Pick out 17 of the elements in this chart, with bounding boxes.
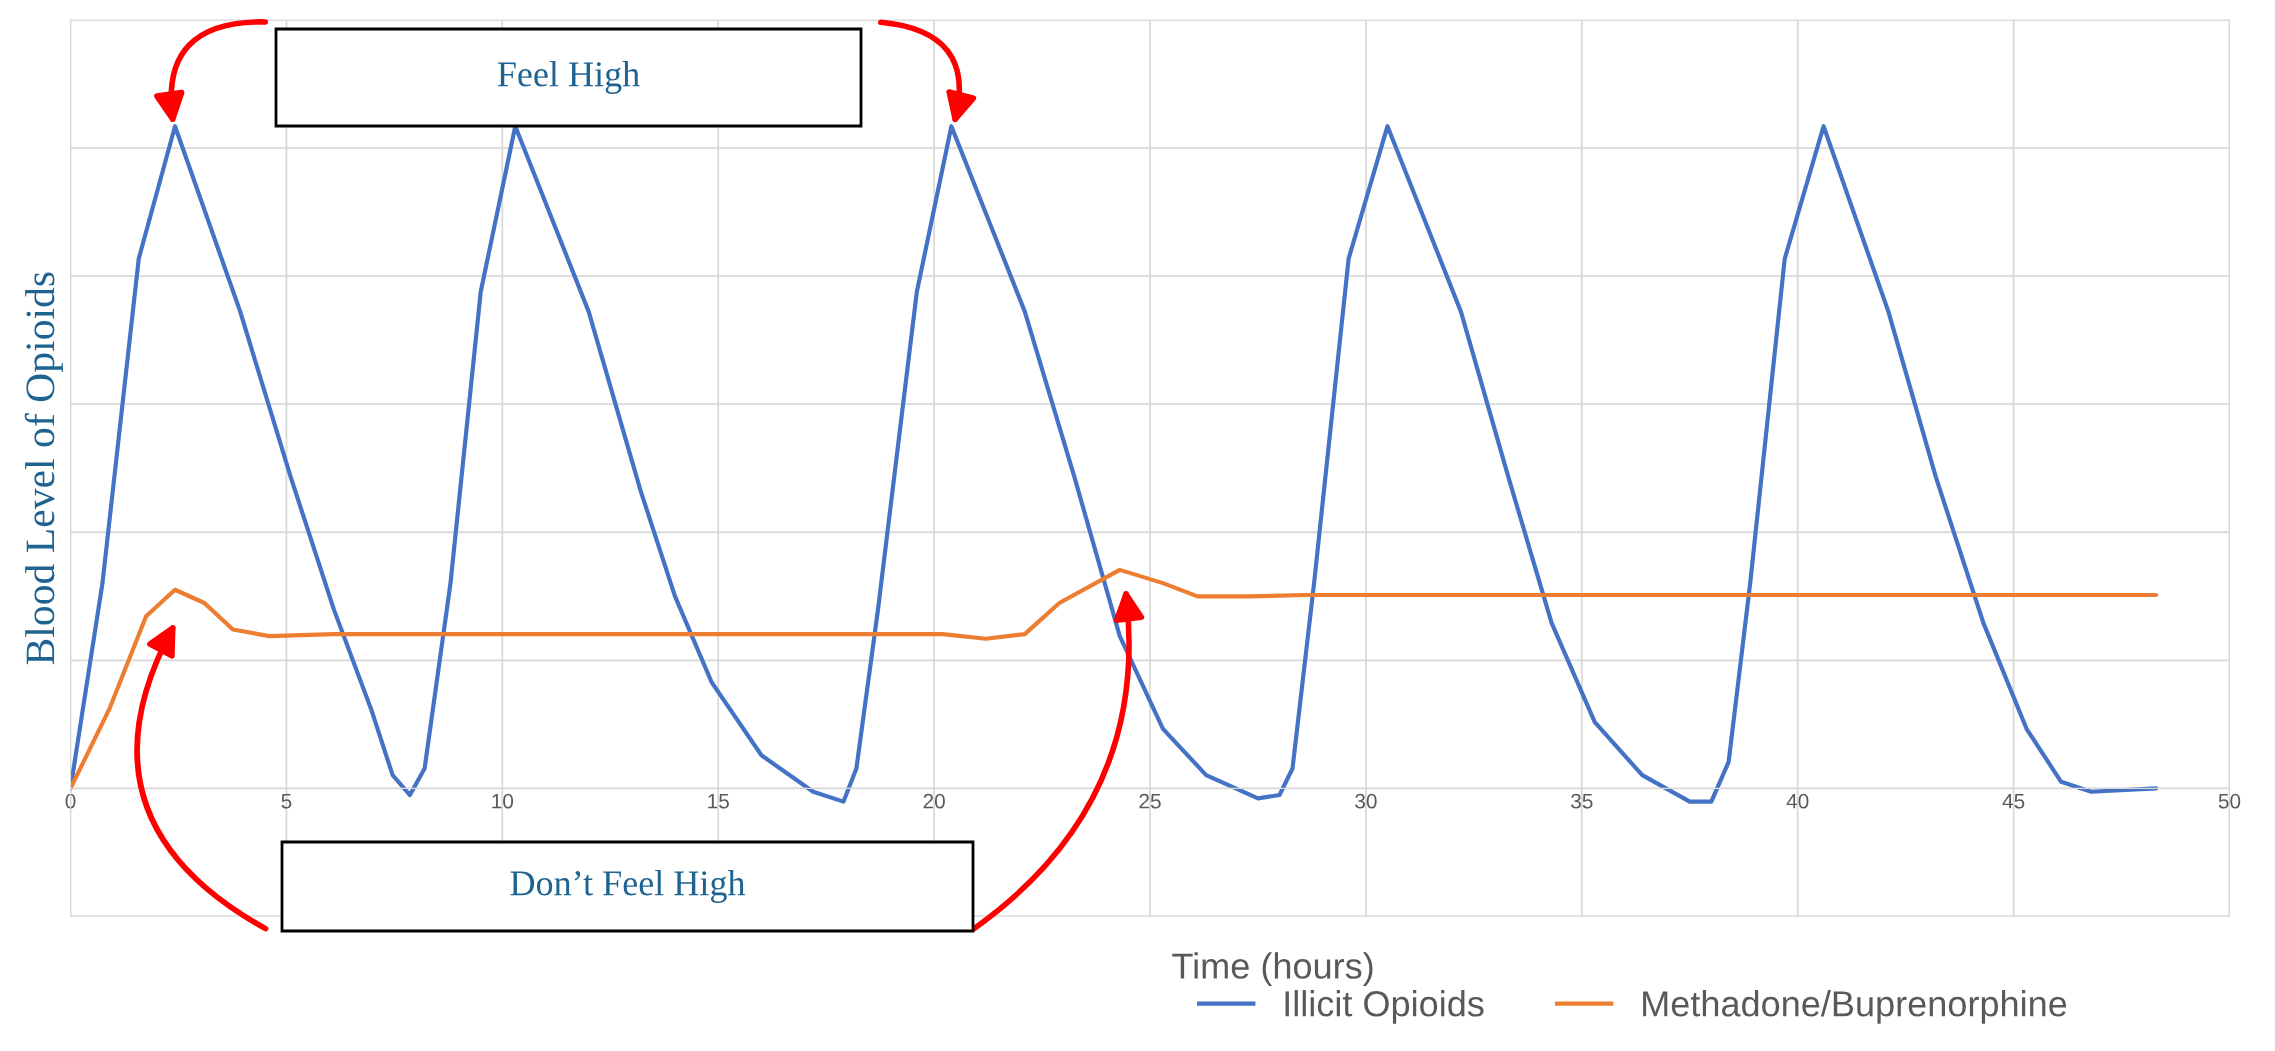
legend-label: Illicit Opioids <box>1285 990 1484 1024</box>
x-axis-title: Time (hours) <box>1172 952 1373 986</box>
x-tick-label: 25 <box>1139 793 1161 809</box>
x-tick-label: 30 <box>1355 793 1377 809</box>
x-tick-label: 0 <box>65 793 76 809</box>
x-tick-label: 15 <box>708 794 729 809</box>
x-tick-label: 40 <box>1786 793 1809 809</box>
x-tick-label: 50 <box>2218 793 2241 809</box>
x-tick-label: 20 <box>923 793 945 809</box>
text: Feel High <box>497 61 640 94</box>
x-tick-label: 10 <box>492 793 514 809</box>
y-axis-title: Blood Level of Opioids <box>24 272 63 665</box>
legend-label: Methadone/Buprenorphine <box>1643 990 2067 1024</box>
x-tick-label: 35 <box>1571 793 1593 809</box>
x-tick-label: 5 <box>281 794 292 809</box>
text: Don’t Feel High <box>510 870 746 903</box>
x-tick-label: 45 <box>2002 794 2025 809</box>
